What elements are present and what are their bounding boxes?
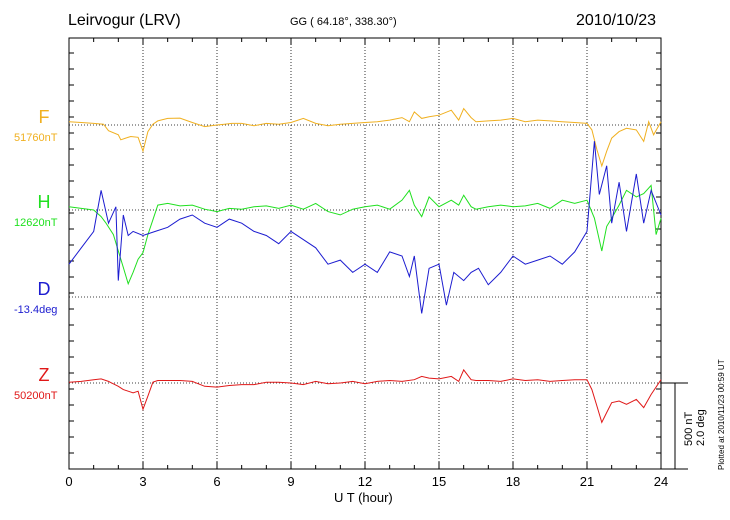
x-tick-label: 12 [358, 474, 372, 489]
series-f-line [68, 107, 662, 168]
x-tick-label: 15 [432, 474, 446, 489]
x-axis-label: U T (hour) [334, 490, 393, 505]
plotted-timestamp: Plotted at 2010/11/23 00:59 UT [717, 359, 726, 470]
scale-label-nt: 500 nT [683, 411, 695, 446]
series-h-baseline: 12620nT [14, 217, 58, 229]
x-tick-label: 24 [654, 474, 668, 489]
x-tick-label: 18 [506, 474, 520, 489]
series-f-label: F [39, 107, 50, 127]
x-tick-label: 21 [580, 474, 594, 489]
series-d-label: D [38, 279, 51, 299]
series-z-label: Z [39, 365, 50, 385]
station-coordinates: GG ( 64.18°, 338.30°) [290, 16, 397, 28]
x-tick-label: 3 [139, 474, 146, 489]
series-f-baseline: 51760nT [14, 132, 58, 144]
station-title: Leirvogur (LRV) [68, 12, 181, 29]
x-tick-label: 9 [287, 474, 294, 489]
series-z-line [68, 368, 662, 424]
scale-label-deg: 2.0 deg [695, 409, 707, 446]
series-h-label: H [38, 192, 51, 212]
x-tick-label: 6 [213, 474, 220, 489]
series-d-baseline: -13.4deg [14, 304, 57, 316]
chart-date: 2010/10/23 [576, 12, 657, 29]
series-d-line [68, 141, 662, 314]
series-z-baseline: 50200nT [14, 390, 58, 402]
x-tick-label: 0 [65, 474, 72, 489]
